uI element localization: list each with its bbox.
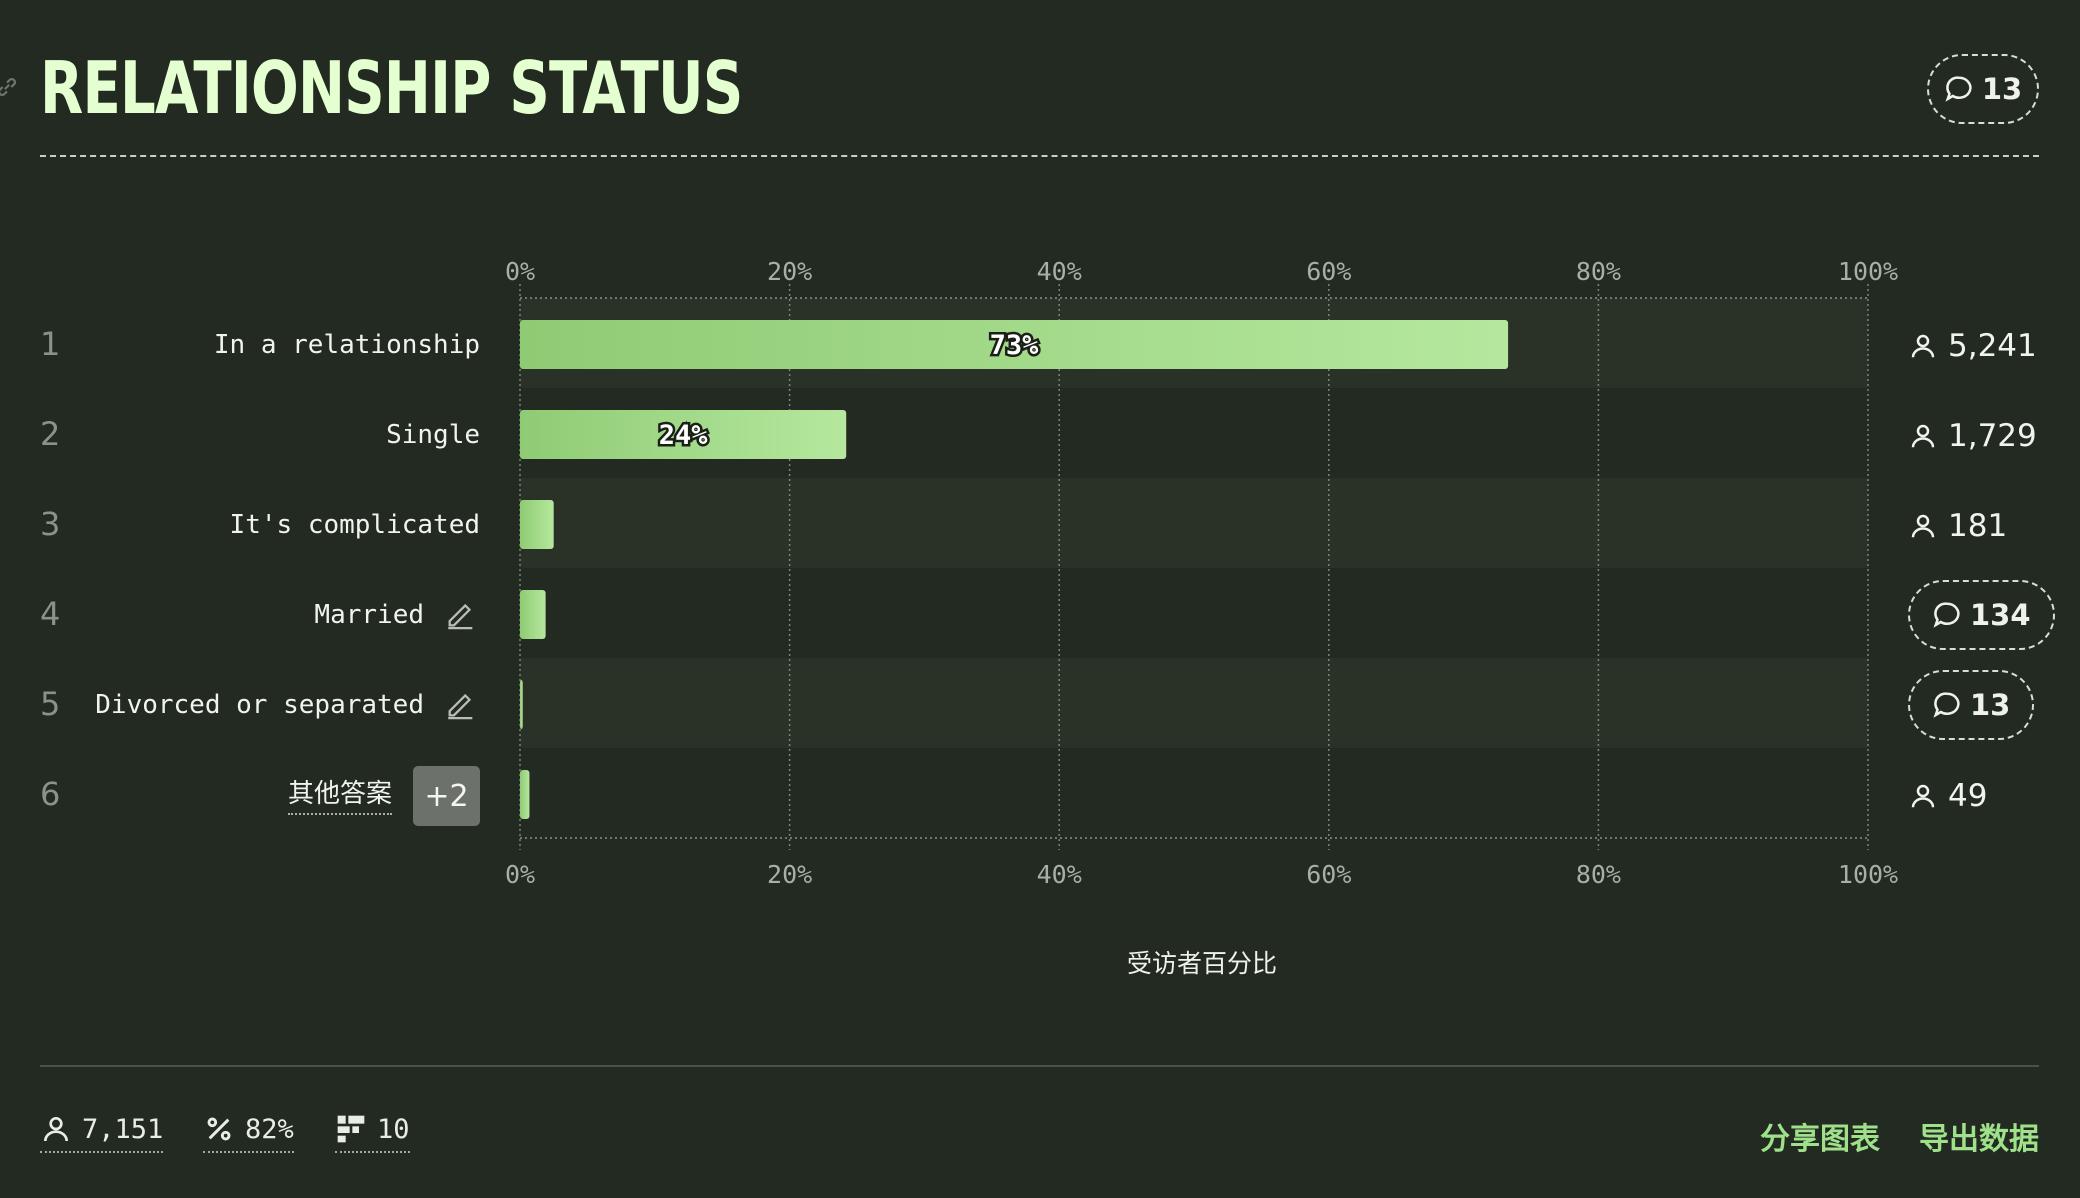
link-icon[interactable] <box>0 74 20 100</box>
respondent-count: 181 <box>1908 506 2007 546</box>
options-count[interactable]: 10 <box>335 1113 410 1153</box>
comments-button[interactable]: 134 <box>1908 580 2055 650</box>
bar <box>520 590 546 639</box>
bar-data-label: 73% <box>990 330 1040 361</box>
category-label: Single <box>386 420 480 450</box>
row-rank: 6 <box>40 775 61 813</box>
share-chart-button[interactable]: 分享图表 <box>1760 1122 1880 1157</box>
bar-data-label: 24% <box>659 420 709 451</box>
row-rank: 4 <box>40 595 61 633</box>
row-band <box>520 658 1868 748</box>
x-tick-label-top: 100% <box>1838 257 1898 286</box>
person-icon <box>1911 514 1935 538</box>
x-axis-title: 受访者百分比 <box>1127 949 1278 978</box>
x-tick-label-top: 20% <box>767 257 812 286</box>
bar-chart: 0% 0% 20% 20% 40% 40% 60% 60% 80% 80% 100% 100% 73% 2… <box>505 257 1898 889</box>
other-answers-link[interactable]: 其他答案 <box>287 775 392 815</box>
x-tick-label-bottom: 80% <box>1576 860 1621 889</box>
respondent-count: 5,241 <box>1908 326 2037 366</box>
person-icon <box>1911 784 1935 808</box>
percent-icon <box>207 1117 231 1141</box>
bar <box>520 410 847 459</box>
x-tick-label-bottom: 60% <box>1306 860 1351 889</box>
bar <box>520 320 1509 369</box>
row-band <box>520 478 1868 568</box>
bar <box>520 500 554 549</box>
category-label: Divorced or separated <box>95 690 424 720</box>
category-label: It's complicated <box>229 510 480 540</box>
comment-bubble-icon <box>1945 76 1972 102</box>
x-tick-label-top: 60% <box>1306 257 1351 286</box>
x-tick-label-top: 80% <box>1576 257 1621 286</box>
bar <box>520 770 530 819</box>
row-rank: 1 <box>40 325 61 363</box>
x-tick-label-top: 40% <box>1037 257 1082 286</box>
footer-divider <box>40 1065 2039 1067</box>
comment-bubble-icon <box>1933 602 1960 628</box>
comments-button[interactable]: 13 <box>1927 54 2039 124</box>
header-divider <box>40 155 2039 157</box>
response-percent[interactable]: 82% <box>203 1113 294 1153</box>
row-rank: 2 <box>40 415 61 453</box>
total-respondents[interactable]: 7,151 <box>40 1113 164 1153</box>
edit-pencil-icon[interactable] <box>444 687 478 721</box>
comments-button[interactable]: 13 <box>1908 670 2035 740</box>
page-title: RELATIONSHIP STATUS <box>40 46 743 130</box>
x-tick-label-bottom: 40% <box>1037 860 1082 889</box>
respondent-count: 1,729 <box>1908 416 2037 456</box>
person-icon <box>1911 424 1935 448</box>
x-tick-label-top: 0% <box>505 257 535 286</box>
export-data-button[interactable]: 导出数据 <box>1919 1122 2039 1157</box>
options-grid-icon <box>337 1115 365 1143</box>
person-icon <box>44 1117 68 1142</box>
bar <box>520 680 523 729</box>
respondent-count: 49 <box>1908 776 1987 816</box>
edit-pencil-icon[interactable] <box>444 597 478 631</box>
x-tick-label-bottom: 20% <box>767 860 812 889</box>
category-label: In a relationship <box>213 330 480 360</box>
row-rank: 3 <box>40 505 61 543</box>
comment-bubble-icon <box>1933 692 1960 718</box>
category-label: Married <box>314 600 424 630</box>
x-tick-label-bottom: 0% <box>505 860 535 889</box>
person-icon <box>1911 334 1935 358</box>
comment-count: 13 <box>1981 72 2023 106</box>
row-rank: 5 <box>40 685 61 723</box>
extra-answers-badge[interactable]: +2 <box>413 766 480 826</box>
x-tick-label-bottom: 100% <box>1838 860 1898 889</box>
